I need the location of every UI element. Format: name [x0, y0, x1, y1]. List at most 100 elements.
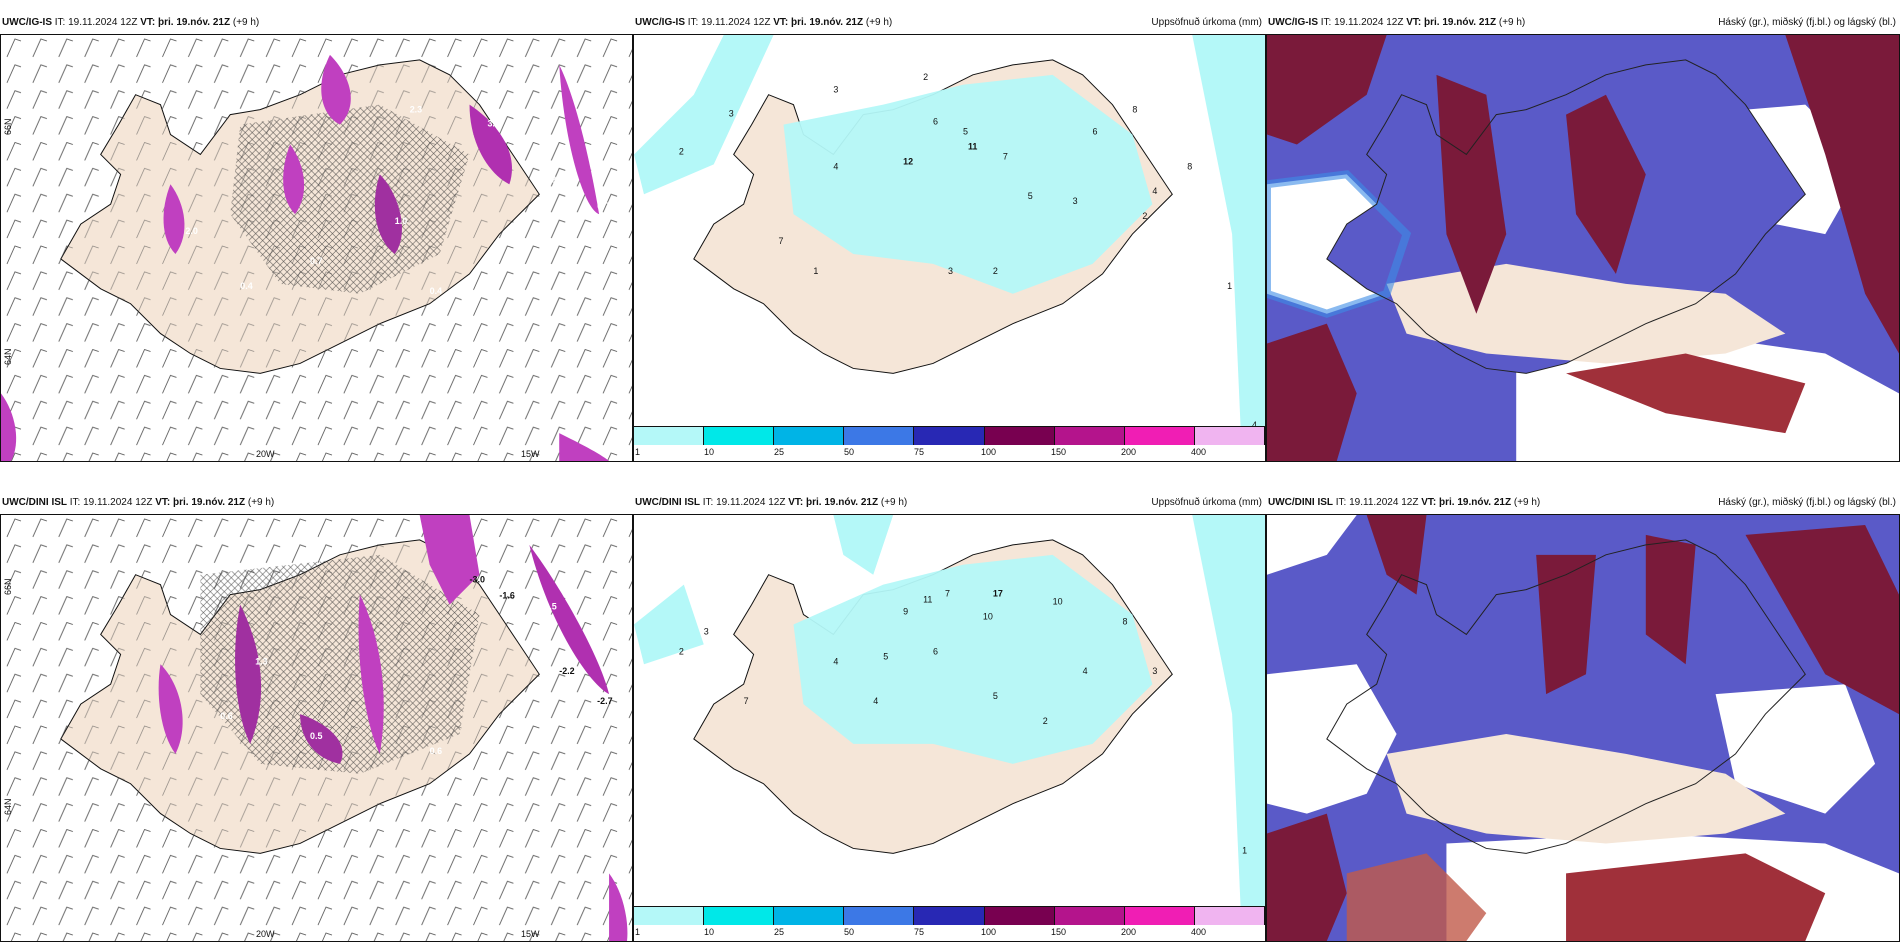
iceland-coastline — [1326, 539, 1806, 854]
cloud-map-svg — [1267, 35, 1899, 461]
precip-map-svg: 2 9 11 7 10 17 6 5 4 10 8 3 4 2 7 1 3 5 … — [634, 515, 1265, 941]
panel-field-label: Uppsöfnuð úrkoma (mm) — [1151, 17, 1262, 28]
svg-text:11: 11 — [923, 595, 932, 605]
svg-text:5: 5 — [1028, 191, 1033, 201]
colorbar-swatch — [1124, 907, 1195, 925]
colorbar-tick: 75 — [914, 927, 925, 937]
svg-text:1: 1 — [1227, 281, 1232, 291]
colorbar-tick: 1 — [635, 927, 641, 937]
lon-label-20w: 20W — [256, 449, 275, 459]
svg-text:2: 2 — [1043, 716, 1048, 726]
svg-text:4: 4 — [1083, 666, 1088, 676]
svg-text:3: 3 — [704, 626, 709, 636]
map-area: 3.2 2.3 2.0 0.7 1.0 0.4 2.31 0.7 0.4 20W… — [0, 34, 633, 462]
colorbar-swatch — [984, 907, 1055, 925]
svg-text:4: 4 — [833, 161, 838, 171]
lon-label-15w: 15W — [521, 449, 540, 459]
colorbar-tick: 1 — [635, 447, 641, 457]
wind-map-svg: 3.2 2.3 2.0 0.7 1.0 0.4 2.31 0.7 0.4 — [1, 35, 632, 461]
colorbar-tick: 400 — [1191, 447, 1207, 457]
wind-label: 3.2 — [487, 119, 499, 129]
iceland-coastline — [1326, 59, 1806, 374]
wind-label: 0.5 — [310, 731, 322, 741]
map-area: 3 2 1 3 2 6 5 11 12 7 4 8 5 3 2 6 4 8 7 … — [633, 34, 1266, 462]
svg-text:2: 2 — [993, 266, 998, 276]
colorbar-tick: 50 — [844, 447, 855, 457]
svg-text:10: 10 — [983, 612, 993, 622]
svg-text:2: 2 — [1142, 211, 1147, 221]
colorbar-tick: 200 — [1121, 447, 1137, 457]
lon-label-15w: 15W — [521, 929, 540, 939]
map-area: -3.0 -1.6 -2.2 2.5 -2.7 0.6 0.5 1.3 0.6 … — [0, 514, 633, 942]
svg-text:7: 7 — [744, 696, 749, 706]
wind-label: 2.3 — [410, 105, 422, 115]
svg-text:8: 8 — [1132, 105, 1137, 115]
panel-precip-ig: UWC/IG-IS IT: 19.11.2024 12Z VT: þri. 19… — [633, 12, 1266, 462]
colorbar-tick: 75 — [914, 447, 925, 457]
wind-label: 2.0 — [185, 226, 197, 236]
precip-map-svg: 3 2 1 3 2 6 5 11 12 7 4 8 5 3 2 6 4 8 7 … — [634, 35, 1265, 461]
svg-text:4: 4 — [873, 696, 878, 706]
colorbar-swatch — [1124, 427, 1195, 445]
wind-label: 1.0 — [395, 216, 407, 226]
colorbar-tick: 100 — [981, 447, 997, 457]
colorbar-tick: 50 — [844, 927, 855, 937]
colorbar-swatch — [844, 427, 915, 445]
lat-label-64n: 64N — [3, 348, 13, 365]
colorbar-swatch — [1194, 427, 1265, 445]
panel-title: UWC/DINI ISL IT: 19.11.2024 12Z VT: þri.… — [2, 497, 275, 508]
panel-title: UWC/IG-IS IT: 19.11.2024 12Z VT: þri. 19… — [635, 17, 893, 28]
svg-text:3: 3 — [729, 109, 734, 119]
colorbar-swatch — [774, 427, 845, 445]
svg-text:10: 10 — [1053, 597, 1063, 607]
wind-label: 0.7 — [310, 256, 322, 266]
svg-text:4: 4 — [1152, 186, 1157, 196]
lat-label-66n: 66N — [3, 578, 13, 595]
svg-text:5: 5 — [883, 651, 888, 661]
svg-text:3: 3 — [1073, 196, 1078, 206]
wind-label: 0.4 — [430, 286, 442, 296]
svg-text:1: 1 — [813, 266, 818, 276]
map-area: 2 9 11 7 10 17 6 5 4 10 8 3 4 2 7 1 3 5 … — [633, 514, 1266, 942]
svg-text:11: 11 — [968, 141, 977, 151]
svg-text:4: 4 — [833, 656, 838, 666]
lat-label-66n: 66N — [3, 118, 13, 135]
wind-label: 0.6 — [220, 711, 232, 721]
panel-cloud-dini: UWC/DINI ISL IT: 19.11.2024 12Z VT: þri.… — [1266, 492, 1900, 942]
svg-text:7: 7 — [1003, 151, 1008, 161]
wind-label: -1.6 — [499, 591, 514, 601]
svg-text:2: 2 — [679, 646, 684, 656]
panel-wind-ig: UWC/IG-IS IT: 19.11.2024 12Z VT: þri. 19… — [0, 12, 633, 462]
wind-label: 0.6 — [430, 746, 442, 756]
panel-field-label: Uppsöfnuð úrkoma (mm) — [1151, 497, 1262, 508]
panel-title: UWC/DINI ISL IT: 19.11.2024 12Z VT: þri.… — [635, 497, 908, 508]
map-area — [1266, 34, 1900, 462]
map-area — [1266, 514, 1900, 942]
colorbar-swatch — [634, 907, 705, 925]
svg-text:3: 3 — [1152, 666, 1157, 676]
svg-text:9: 9 — [903, 607, 908, 617]
svg-text:6: 6 — [1093, 127, 1098, 137]
panel-title: UWC/DINI ISL IT: 19.11.2024 12Z VT: þri.… — [1268, 497, 1541, 508]
lon-label-20w: 20W — [256, 929, 275, 939]
colorbar-swatch — [634, 427, 705, 445]
svg-text:6: 6 — [933, 117, 938, 127]
colorbar-swatch — [704, 907, 775, 925]
svg-text:2: 2 — [679, 146, 684, 156]
svg-text:4: 4 — [1252, 420, 1257, 430]
wind-label: -2.2 — [559, 666, 574, 676]
colorbar-tick: 25 — [774, 927, 785, 937]
colorbar-tick: 10 — [704, 447, 715, 457]
wind-label: 2.5 — [544, 602, 556, 612]
svg-text:8: 8 — [1187, 161, 1192, 171]
svg-text:5: 5 — [963, 127, 968, 137]
colorbar-swatch — [1054, 907, 1125, 925]
wind-label: 1.3 — [255, 656, 267, 666]
panel-field-label: Háský (gr.), miðský (fj.bl.) og lágský (… — [1718, 17, 1896, 28]
svg-text:5: 5 — [993, 691, 998, 701]
svg-text:6: 6 — [933, 646, 938, 656]
colorbar-swatch — [914, 427, 985, 445]
panel-wind-dini: UWC/DINI ISL IT: 19.11.2024 12Z VT: þri.… — [0, 492, 633, 942]
lat-label-64n: 64N — [3, 798, 13, 815]
panel-cloud-ig: UWC/IG-IS IT: 19.11.2024 12Z VT: þri. 19… — [1266, 12, 1900, 462]
